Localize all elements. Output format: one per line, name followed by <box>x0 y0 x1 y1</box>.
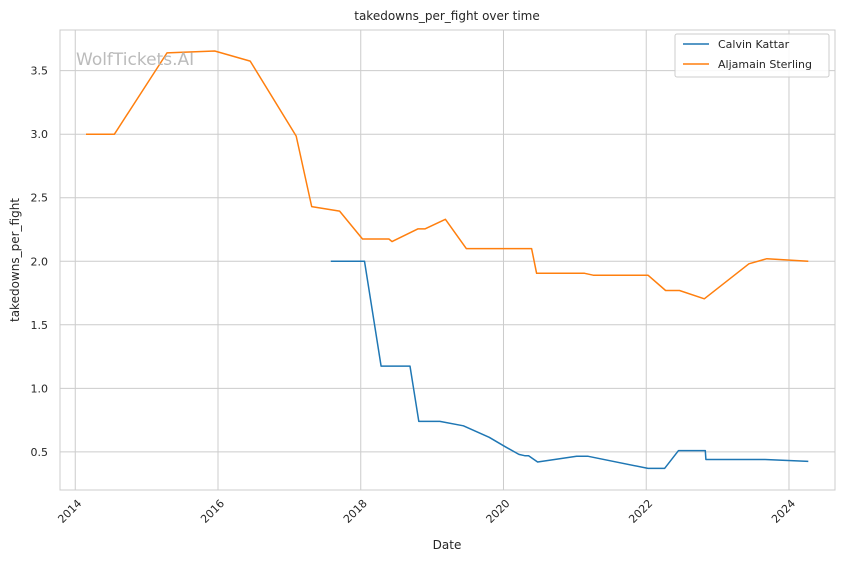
watermark: WolfTickets.AI <box>76 50 194 70</box>
y-tick-label: 3.5 <box>31 65 49 78</box>
y-tick-label: 1.5 <box>31 319 49 332</box>
y-tick-label: 3.0 <box>31 128 49 141</box>
chart-title: takedowns_per_fight over time <box>354 9 540 23</box>
x-tick-label: 2018 <box>341 497 370 526</box>
series-line-aljamain-sterling <box>86 50 809 300</box>
x-tick-label: 2022 <box>626 497 655 526</box>
legend-label-aljamain-sterling: Aljamain Sterling <box>718 58 812 71</box>
y-tick-label: 0.5 <box>31 446 49 459</box>
legend: Calvin Kattar Aljamain Sterling <box>674 33 830 78</box>
y-tick-label: 2.5 <box>31 192 49 205</box>
series-lines <box>86 50 809 470</box>
x-tick-label: 2024 <box>769 497 798 526</box>
x-axis-title: Date <box>433 538 462 552</box>
y-axis-title: takedowns_per_fight <box>8 198 22 322</box>
legend-label-calvin-kattar: Calvin Kattar <box>718 38 790 51</box>
series-line-calvin-kattar <box>330 260 809 470</box>
x-tick-label: 2016 <box>198 497 227 526</box>
plot-frame <box>59 29 836 491</box>
grid <box>60 30 835 490</box>
y-tick-label: 2.0 <box>31 255 49 268</box>
y-tick-label: 1.0 <box>31 382 49 395</box>
legend-box <box>674 33 830 78</box>
x-tick-label: 2014 <box>55 497 84 526</box>
x-tick-label: 2020 <box>484 497 513 526</box>
